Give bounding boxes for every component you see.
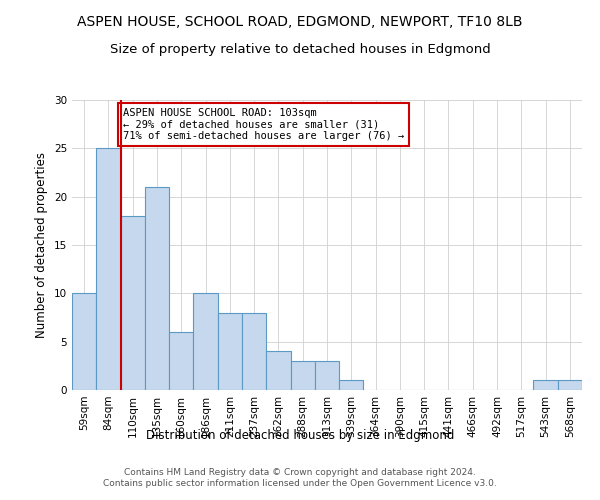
Bar — [315, 361, 339, 390]
Y-axis label: Number of detached properties: Number of detached properties — [35, 152, 49, 338]
Bar — [533, 380, 558, 390]
Bar — [121, 216, 145, 390]
Bar — [72, 294, 96, 390]
Bar — [96, 148, 121, 390]
Bar — [193, 294, 218, 390]
Bar — [339, 380, 364, 390]
Text: ASPEN HOUSE, SCHOOL ROAD, EDGMOND, NEWPORT, TF10 8LB: ASPEN HOUSE, SCHOOL ROAD, EDGMOND, NEWPO… — [77, 15, 523, 29]
Bar — [558, 380, 582, 390]
Bar — [290, 361, 315, 390]
Bar — [169, 332, 193, 390]
Text: Size of property relative to detached houses in Edgmond: Size of property relative to detached ho… — [110, 42, 490, 56]
Bar — [266, 352, 290, 390]
Bar — [242, 312, 266, 390]
Text: Contains HM Land Registry data © Crown copyright and database right 2024.
Contai: Contains HM Land Registry data © Crown c… — [103, 468, 497, 487]
Text: Distribution of detached houses by size in Edgmond: Distribution of detached houses by size … — [146, 428, 454, 442]
Bar — [218, 312, 242, 390]
Bar — [145, 187, 169, 390]
Text: ASPEN HOUSE SCHOOL ROAD: 103sqm
← 29% of detached houses are smaller (31)
71% of: ASPEN HOUSE SCHOOL ROAD: 103sqm ← 29% of… — [123, 108, 404, 141]
